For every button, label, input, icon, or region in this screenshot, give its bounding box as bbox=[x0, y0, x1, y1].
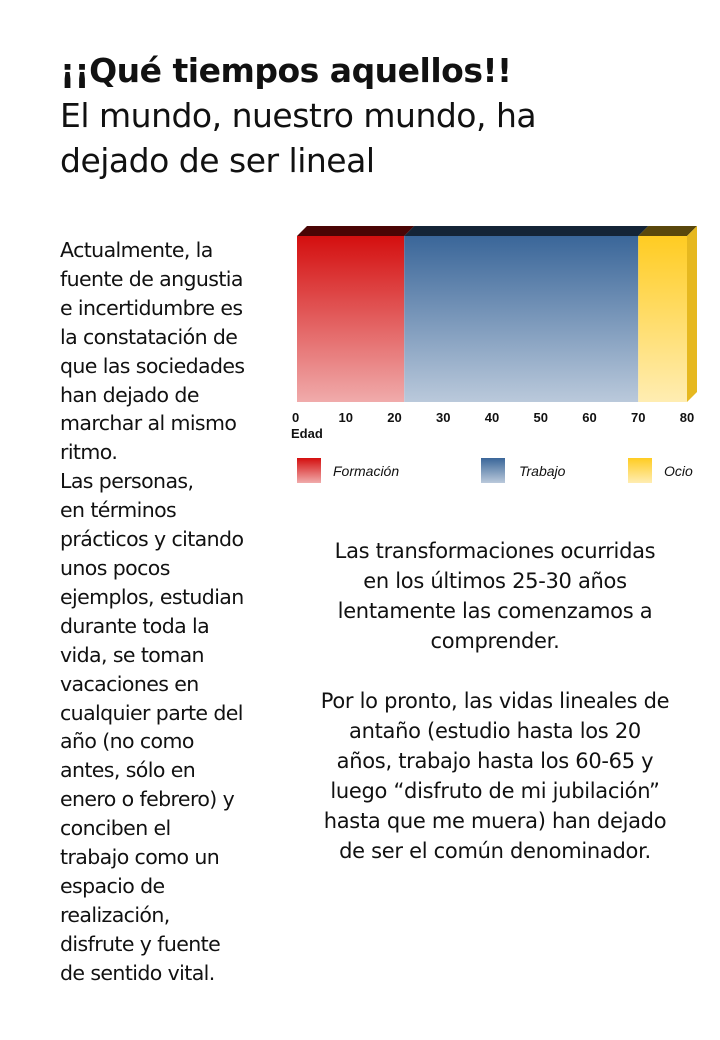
left-text-line: en términos bbox=[60, 498, 177, 523]
legend-label: Trabajo bbox=[519, 463, 566, 479]
title-line-3: dejado de ser lineal bbox=[60, 141, 375, 180]
left-text-line: han dejado de bbox=[60, 382, 199, 407]
legend-swatch-formación bbox=[297, 458, 321, 483]
right-paragraph-1: Las transformaciones ocurridas en los úl… bbox=[334, 539, 656, 653]
left-text-line: ejemplos, estudian bbox=[60, 584, 244, 609]
left-text-line: vacaciones en bbox=[60, 671, 199, 696]
left-text-line: e incertidumbre es bbox=[60, 295, 243, 320]
bar-top-formación bbox=[297, 226, 415, 236]
left-text-line: antes, sólo en bbox=[60, 758, 196, 783]
left-paragraph: Actualmente, la fuente de angustia e incer… bbox=[60, 236, 245, 988]
bar-top-trabajo bbox=[404, 226, 649, 236]
left-text-line: realización, bbox=[60, 902, 170, 927]
life-stages-chart: 0 10 20 30 40 50 60 70 80 Edad Formación Trabajo O… bbox=[291, 226, 697, 483]
left-text-line: la constatación de bbox=[60, 324, 238, 349]
left-text-line: trabajo como un bbox=[60, 845, 220, 870]
left-text-line: enero o febrero) y bbox=[60, 787, 235, 812]
left-text-line: disfrute y fuente bbox=[60, 931, 221, 956]
left-text-line: prácticos y citando bbox=[60, 527, 244, 552]
x-tick-label: 30 bbox=[436, 410, 450, 425]
title-line-1: ¡¡Qué tiempos aquellos!! bbox=[60, 51, 512, 90]
left-text-line: Las personas, bbox=[60, 469, 194, 494]
title-line-2: El mundo, nuestro mundo, ha bbox=[60, 96, 537, 135]
left-text-line: vida, se toman bbox=[60, 642, 205, 667]
x-tick-label: 50 bbox=[534, 410, 548, 425]
right-paragraph-2: Por lo pronto, las vidas lineales de ant… bbox=[320, 689, 670, 863]
legend-swatch-ocio bbox=[628, 458, 652, 483]
x-tick-label: 80 bbox=[680, 410, 694, 425]
left-text-line: ritmo. bbox=[60, 440, 118, 465]
x-tick-label: 70 bbox=[631, 410, 645, 425]
left-text-line: marchar al mismo bbox=[60, 411, 237, 436]
left-text-line: durante toda la bbox=[60, 613, 210, 638]
bar-top-ocio bbox=[638, 226, 697, 236]
x-axis-label: Edad bbox=[291, 426, 323, 441]
bar-formación bbox=[297, 236, 405, 402]
bar-ocio bbox=[638, 236, 687, 402]
page-title: ¡¡Qué tiempos aquellos!! El mundo, nuest… bbox=[60, 48, 537, 183]
left-text-line: de sentido vital. bbox=[60, 960, 215, 985]
x-tick-label: 20 bbox=[387, 410, 401, 425]
right-paragraph: Las transformaciones ocurridas en los úl… bbox=[320, 536, 670, 866]
legend-label: Ocio bbox=[664, 463, 693, 479]
x-tick-label: 10 bbox=[339, 410, 353, 425]
left-text-line: cualquier parte del bbox=[60, 700, 243, 725]
left-text-line: fuente de angustia bbox=[60, 266, 243, 291]
legend-label: Formación bbox=[333, 463, 399, 479]
x-tick-label: 40 bbox=[485, 410, 499, 425]
x-tick-label: 0 bbox=[292, 410, 299, 425]
left-text-line: conciben el bbox=[60, 816, 171, 841]
left-text-line: espacio de bbox=[60, 873, 165, 898]
x-tick-label: 60 bbox=[582, 410, 596, 425]
left-text-line: Actualmente, la bbox=[60, 238, 213, 262]
legend-swatch-trabajo bbox=[481, 458, 505, 483]
bar-trabajo bbox=[404, 236, 639, 402]
left-text-line: unos pocos bbox=[60, 555, 170, 580]
left-text-line: que las sociedades bbox=[60, 353, 245, 378]
left-text-line: año (no como bbox=[60, 729, 194, 754]
bar-side-ocio bbox=[687, 226, 697, 402]
